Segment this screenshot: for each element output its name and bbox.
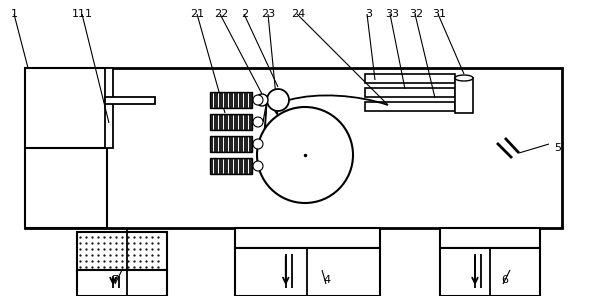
Bar	[365, 102, 455, 111]
Bar	[210, 114, 252, 130]
Text: 4: 4	[324, 275, 331, 285]
Bar	[365, 74, 455, 83]
Circle shape	[256, 94, 268, 106]
Text: 6: 6	[501, 275, 508, 285]
Circle shape	[253, 139, 263, 149]
Bar	[455, 78, 473, 113]
Bar	[25, 68, 107, 228]
Bar	[235, 228, 380, 248]
Circle shape	[253, 117, 263, 127]
Text: 2: 2	[241, 9, 248, 19]
Bar	[105, 68, 113, 148]
Bar	[210, 92, 252, 108]
Bar	[25, 68, 562, 228]
Circle shape	[257, 107, 353, 203]
Bar	[77, 270, 167, 296]
Circle shape	[253, 161, 263, 171]
Text: 22: 22	[214, 9, 228, 19]
Bar	[210, 136, 252, 152]
Circle shape	[253, 95, 263, 105]
Bar	[365, 88, 455, 97]
Bar	[105, 97, 155, 104]
Bar	[235, 248, 380, 296]
Text: 111: 111	[72, 9, 93, 19]
Text: 23: 23	[261, 9, 276, 19]
Text: 7: 7	[112, 275, 119, 285]
Text: 5: 5	[554, 143, 561, 153]
Text: 33: 33	[385, 9, 399, 19]
Text: 3: 3	[365, 9, 372, 19]
Bar	[210, 158, 252, 174]
Bar	[440, 248, 540, 296]
Text: 1: 1	[11, 9, 18, 19]
Circle shape	[267, 89, 289, 111]
Text: 21: 21	[191, 9, 205, 19]
Ellipse shape	[455, 75, 473, 81]
Text: 31: 31	[432, 9, 447, 19]
Bar	[440, 228, 540, 248]
Text: 24: 24	[291, 9, 305, 19]
Text: 32: 32	[409, 9, 423, 19]
Bar	[77, 232, 167, 270]
